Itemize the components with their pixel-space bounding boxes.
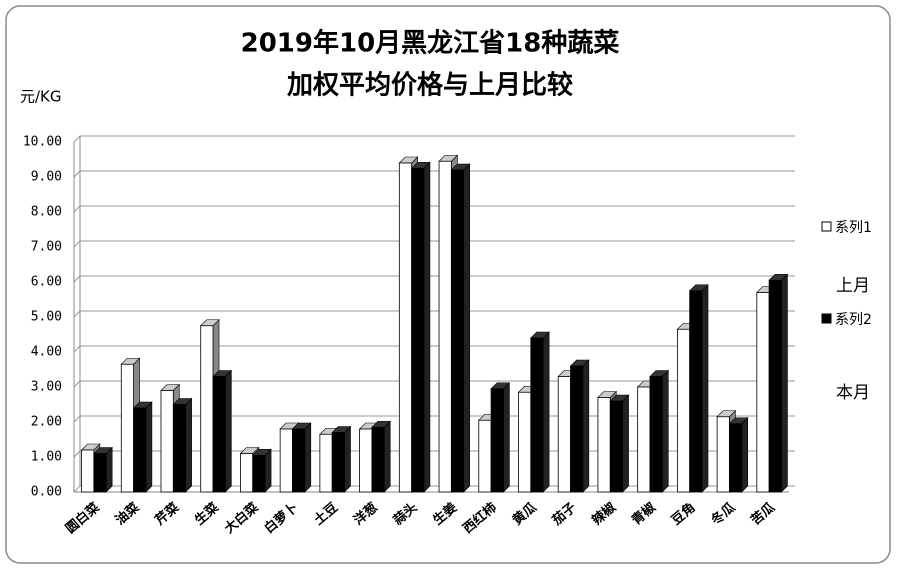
bar [438,160,452,493]
bar [637,386,651,493]
bar-side [383,420,391,493]
bar-side [622,394,629,493]
bar-side [423,161,431,493]
bar-side [503,382,510,493]
bar [93,453,107,493]
y-tick-label: 2.00 [31,415,62,430]
legend-label: 系列1 [835,220,872,236]
y-tick-label: 5.00 [31,310,62,325]
grid-line-depth [73,275,81,283]
legend-swatch [821,313,832,324]
legend-note: 上月 [836,276,870,296]
bar [490,388,504,493]
bar-side [661,369,669,493]
bar [359,428,373,493]
bar [292,428,306,493]
bar [676,328,691,493]
bar [756,292,770,493]
grid-line-depth [73,380,81,388]
y-tick-label: 9.00 [31,170,62,185]
grid-line-depth [73,310,81,318]
bar-side [344,425,351,493]
bar-side [701,284,709,493]
bar-side [185,397,192,493]
y-tick-label: 6.00 [31,275,62,290]
bar [716,416,730,493]
grid-line-depth [73,240,81,248]
grid-line-depth [73,415,81,423]
bar-side [145,401,153,493]
grid-line-depth [73,345,81,353]
grid-line-depth [73,205,81,213]
bar-side [264,448,272,493]
grid-line-depth [73,450,81,458]
bar [689,290,703,493]
bar-side [781,273,788,493]
bar [729,423,743,493]
legend-note: 本月 [836,383,870,403]
bar-side [304,422,312,493]
bar [518,391,532,493]
bar [570,365,584,493]
y-tick-label: 1.00 [31,450,62,465]
y-axis-label: 元/KG [20,88,62,106]
grid-line-depth [73,170,81,178]
bar [200,325,214,493]
bar-side [105,446,113,493]
bar-side [542,331,550,493]
legend-swatch [821,221,832,232]
bar-side [741,417,749,493]
bar [331,432,345,493]
bar [279,428,293,493]
bar [81,449,95,493]
chart-title: 2019年10月黑龙江省18种蔬菜 [241,28,620,59]
y-tick-label: 3.00 [31,380,62,395]
bar [609,400,623,493]
y-tick-label: 7.00 [31,240,62,255]
bar [160,390,174,493]
bar-side [463,163,470,493]
bar [530,337,544,493]
bar [768,279,782,493]
y-tick-label: 8.00 [31,205,62,220]
bar [450,169,465,493]
bar [133,407,147,493]
bar [649,376,663,493]
legend-label: 系列2 [835,312,872,328]
y-tick-label: 10.00 [23,135,62,150]
chart-title: 加权平均价格与上月比较 [287,70,573,101]
bar [597,397,611,493]
grid-line-depth [73,135,81,143]
bar [557,376,571,493]
bar-side [582,359,590,493]
bar-side [225,369,232,493]
bar [319,433,333,493]
bar [240,453,254,493]
bar [411,167,425,493]
bar [371,426,385,493]
bar [212,376,226,493]
bar [252,454,266,493]
bar [398,162,413,493]
bar [172,404,187,493]
grid-line-depth [73,485,81,493]
bar [120,363,134,493]
y-tick-label: 4.00 [31,345,62,360]
bar [478,419,492,493]
y-tick-label: 0.00 [31,485,62,500]
